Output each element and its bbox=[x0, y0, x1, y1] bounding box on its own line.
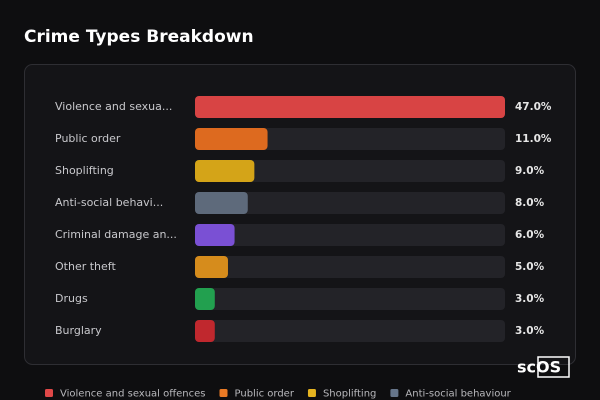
value-label: 9.0% bbox=[515, 165, 545, 177]
value-label: 11.0% bbox=[515, 133, 552, 145]
bar-track bbox=[195, 160, 505, 182]
bar-track bbox=[195, 128, 505, 150]
bar-track bbox=[195, 192, 505, 214]
value-label: 3.0% bbox=[515, 293, 545, 305]
chart-title: Crime Types Breakdown bbox=[24, 27, 254, 47]
bar bbox=[195, 224, 235, 246]
category-label: Other theft bbox=[55, 260, 116, 273]
value-label: 8.0% bbox=[515, 197, 545, 209]
value-label: 3.0% bbox=[515, 325, 545, 337]
legend-swatch bbox=[219, 389, 228, 397]
legend-label: Violence and sexual offences bbox=[60, 389, 206, 400]
watermark-box bbox=[537, 356, 570, 378]
legend-label: Public order bbox=[235, 389, 295, 400]
legend-swatch bbox=[390, 389, 399, 397]
category-label: Burglary bbox=[55, 324, 102, 337]
bar bbox=[195, 160, 255, 182]
watermark: scOS bbox=[517, 358, 561, 377]
bar bbox=[195, 320, 215, 342]
value-label: 6.0% bbox=[515, 229, 545, 241]
category-label: Shoplifting bbox=[55, 164, 114, 177]
bar bbox=[195, 256, 228, 278]
bar-track bbox=[195, 320, 505, 342]
bar bbox=[195, 192, 248, 214]
category-label: Violence and sexua... bbox=[55, 100, 172, 113]
category-label: Drugs bbox=[55, 292, 88, 305]
value-label: 5.0% bbox=[515, 261, 545, 273]
legend-label: Shoplifting bbox=[323, 389, 376, 400]
bar-track bbox=[195, 224, 505, 246]
category-label: Public order bbox=[55, 132, 121, 145]
value-label: 47.0% bbox=[515, 101, 552, 113]
category-label: Criminal damage an... bbox=[55, 228, 177, 241]
category-label: Anti-social behavi... bbox=[55, 196, 163, 209]
bar bbox=[195, 96, 505, 118]
legend-swatch bbox=[45, 389, 53, 397]
legend-label: Anti-social behaviour bbox=[405, 389, 511, 400]
bar bbox=[195, 128, 268, 150]
bar bbox=[195, 288, 215, 310]
bar-track bbox=[195, 256, 505, 278]
bar-track bbox=[195, 288, 505, 310]
legend-swatch bbox=[307, 389, 316, 397]
